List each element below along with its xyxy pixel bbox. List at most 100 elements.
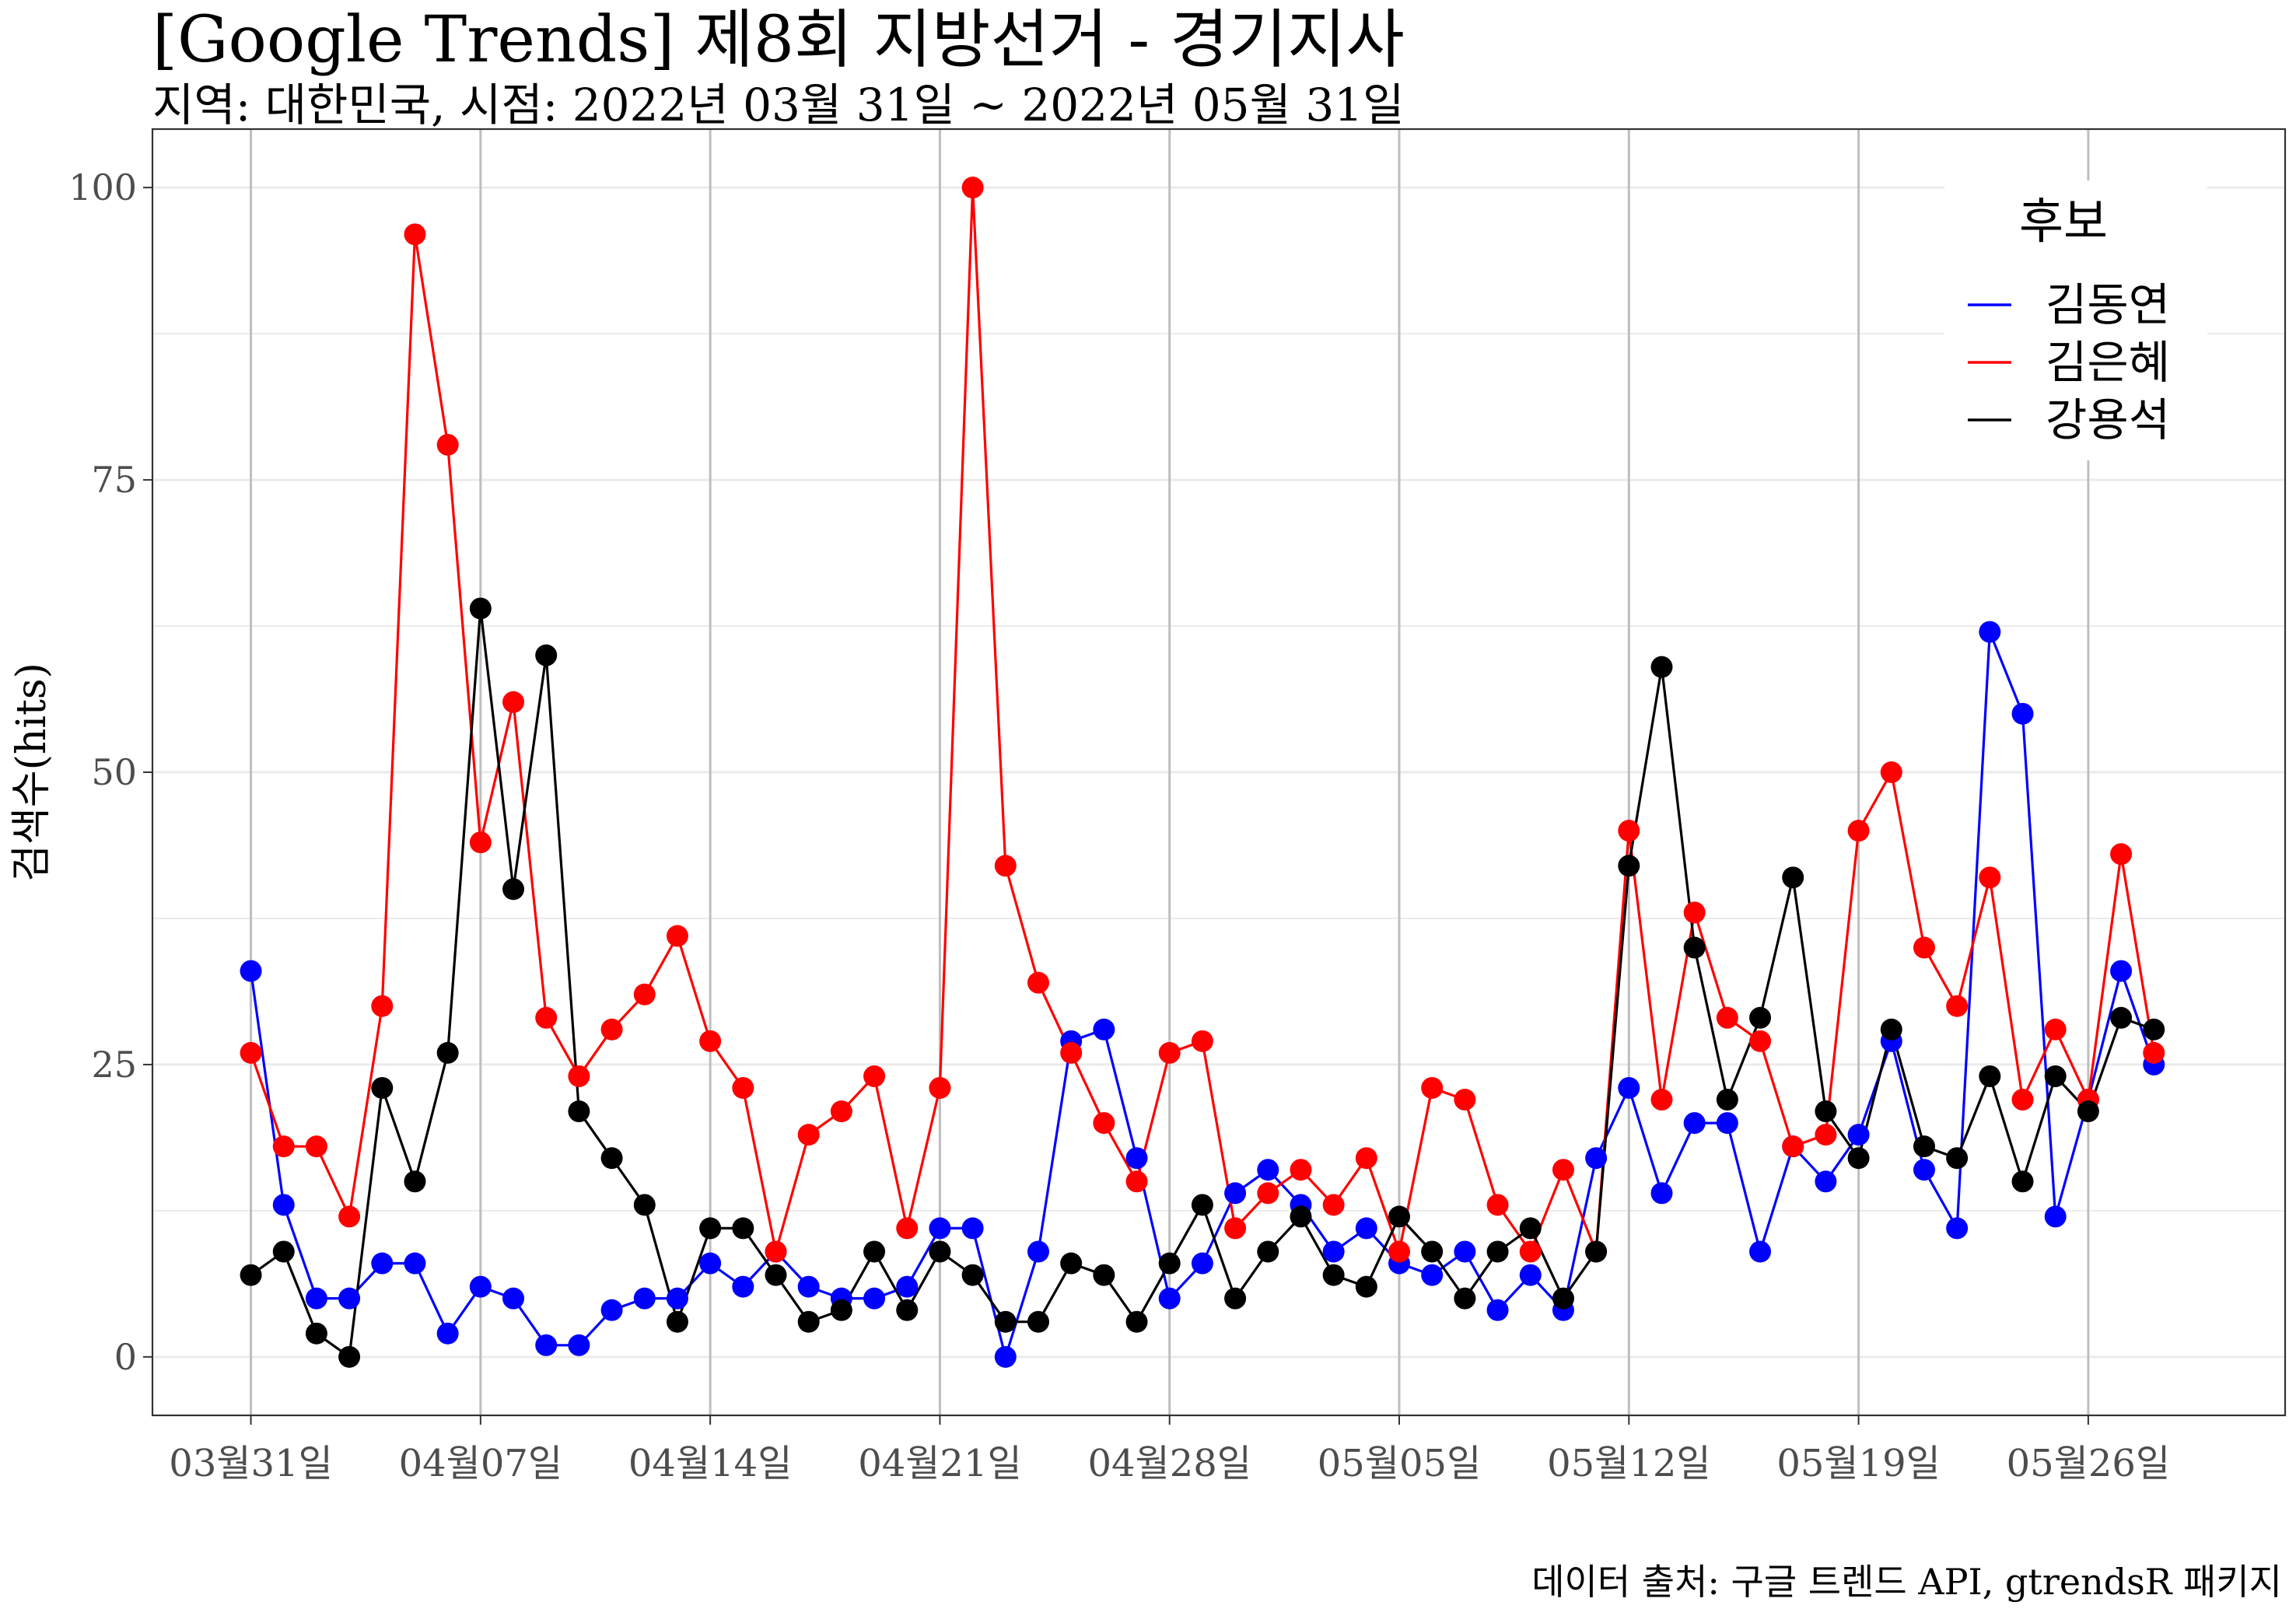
data-point	[1716, 1006, 1738, 1029]
data-point	[1355, 1147, 1377, 1170]
data-point	[1421, 1240, 1444, 1263]
data-point	[1191, 1030, 1213, 1052]
data-point	[1486, 1194, 1509, 1216]
data-point	[240, 1041, 262, 1064]
data-point	[1290, 1159, 1312, 1181]
data-point	[600, 1018, 623, 1041]
data-point	[436, 433, 459, 456]
data-point	[896, 1217, 919, 1240]
data-point	[797, 1124, 820, 1146]
data-point	[994, 1345, 1017, 1368]
data-point	[2110, 960, 2133, 982]
data-point	[1913, 1135, 1935, 1158]
x-tick-label: 05월12일	[1547, 1442, 1710, 1485]
data-point	[1191, 1252, 1213, 1275]
data-point	[863, 1240, 886, 1263]
data-point	[1585, 1240, 1608, 1263]
data-point	[1027, 1240, 1049, 1263]
series-line	[250, 607, 2154, 1359]
x-tick-label: 04월14일	[628, 1442, 792, 1485]
data-point	[1355, 1217, 1377, 1240]
legend-background	[1944, 180, 2207, 460]
y-tick-label: 50	[91, 751, 137, 793]
data-point	[600, 1147, 623, 1170]
data-point	[1815, 1124, 1837, 1146]
data-point	[2011, 1089, 2034, 1111]
data-point	[436, 1322, 459, 1345]
data-point	[1322, 1194, 1345, 1216]
data-point	[535, 1006, 558, 1029]
x-tick-label: 05월05일	[1318, 1442, 1481, 1485]
y-tick-label: 75	[91, 459, 137, 501]
data-point	[633, 1287, 656, 1310]
data-point	[830, 1100, 852, 1123]
data-point	[1421, 1076, 1444, 1099]
data-point	[1060, 1252, 1083, 1275]
data-point	[929, 1217, 951, 1240]
data-point	[961, 1264, 984, 1286]
data-point	[1519, 1264, 1542, 1286]
data-point	[1815, 1170, 1837, 1193]
data-point	[1880, 1018, 1902, 1041]
data-point	[1388, 1240, 1411, 1263]
data-point	[1618, 820, 1640, 842]
data-point	[2077, 1100, 2099, 1123]
data-point	[1519, 1240, 1542, 1263]
major-gridlines	[152, 129, 2285, 1415]
data-point	[272, 1240, 295, 1263]
data-point	[535, 1334, 558, 1356]
data-point	[502, 878, 525, 901]
data-point	[1946, 1217, 1969, 1240]
legend-label: 강용석	[2046, 394, 2170, 446]
x-tick-label: 05월26일	[2007, 1442, 2170, 1485]
data-point	[240, 960, 262, 982]
y-axis: 0 25 50 75 100	[68, 166, 152, 1378]
data-point	[1946, 995, 1969, 1017]
data-point	[896, 1275, 919, 1298]
data-point	[2044, 1065, 2067, 1087]
data-point	[1979, 866, 2001, 889]
data-point	[797, 1275, 820, 1298]
data-point	[1782, 866, 1804, 889]
data-point	[1486, 1299, 1509, 1321]
data-point	[1847, 1124, 1870, 1146]
data-point	[436, 1041, 459, 1064]
data-point	[1618, 855, 1640, 877]
data-point	[2044, 1205, 2067, 1228]
data-point	[2011, 1170, 2034, 1193]
line-chart: 0 25 50 75 100 03월31일 04월07일 04월14일 04월21일 04월28…	[9, 128, 2287, 1485]
y-tick-label: 100	[68, 166, 137, 208]
data-point	[1158, 1252, 1181, 1275]
data-point	[1486, 1240, 1509, 1263]
data-point	[1913, 1159, 1935, 1181]
x-tick-label: 04월28일	[1087, 1442, 1251, 1485]
data-point	[2110, 1006, 2133, 1029]
data-point	[633, 1194, 656, 1216]
data-point	[2143, 1041, 2165, 1064]
y-axis-label: 검색수(hits)	[9, 663, 55, 882]
data-point	[666, 1310, 688, 1333]
data-point	[502, 1287, 525, 1310]
data-point	[1716, 1089, 1738, 1111]
data-point	[1158, 1287, 1181, 1310]
data-point	[272, 1194, 295, 1216]
data-point	[371, 995, 394, 1017]
series-line	[250, 630, 2155, 1359]
data-point	[699, 1217, 722, 1240]
data-point	[1125, 1310, 1148, 1333]
y-tick-label: 25	[91, 1044, 137, 1086]
data-point	[633, 983, 656, 1006]
data-point	[699, 1030, 722, 1052]
data-point	[1749, 1030, 1772, 1052]
data-point	[1224, 1287, 1247, 1310]
data-point	[863, 1287, 886, 1310]
data-point	[929, 1240, 951, 1263]
data-point	[1749, 1006, 1772, 1029]
data-point	[1946, 1147, 1969, 1170]
data-point	[1782, 1135, 1804, 1158]
data-point	[1683, 901, 1706, 924]
data-point	[1716, 1112, 1738, 1135]
data-point	[371, 1076, 394, 1099]
data-point	[1979, 1065, 2001, 1087]
data-point	[1290, 1205, 1312, 1228]
